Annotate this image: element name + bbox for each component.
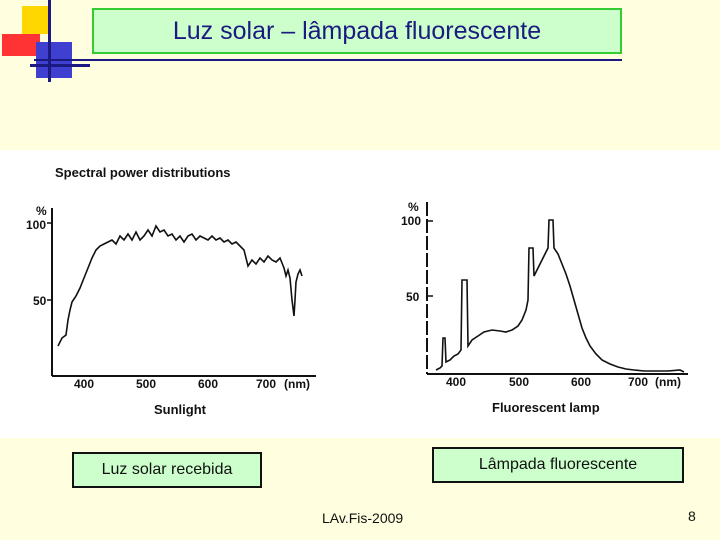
sunlight-y-unit: % bbox=[36, 204, 47, 218]
label-right-text: Lâmpada fluorescente bbox=[478, 456, 638, 473]
sunlight-y-tick-50: 50 bbox=[33, 294, 47, 308]
label-left-text: Luz solar recebida bbox=[101, 461, 233, 478]
fluorescent-y-unit: % bbox=[408, 200, 419, 214]
fluorescent-y-tick-50: 50 bbox=[406, 290, 420, 304]
title-underline bbox=[34, 59, 622, 61]
fluorescent-caption: Fluorescent lamp bbox=[492, 400, 600, 415]
sunlight-chart: % 100 50 400 500 600 700 (nm) Sunlight bbox=[26, 204, 316, 417]
title-box: Luz solar – lâmpada fluorescente bbox=[92, 8, 622, 54]
sunlight-curve bbox=[57, 224, 303, 347]
page-number: 8 bbox=[688, 508, 696, 524]
sunlight-y-tick-100: 100 bbox=[26, 218, 46, 232]
label-lampada-fluorescente: Lâmpada fluorescente bbox=[432, 447, 684, 483]
sunlight-x-tick-600: 600 bbox=[198, 377, 218, 391]
footer-center-text: LAv.Fis-2009 bbox=[322, 510, 404, 526]
fluorescent-x-tick-500: 500 bbox=[509, 375, 529, 389]
fluorescent-chart: % 100 50 400 500 600 700 (nm) Fluorescen… bbox=[401, 200, 688, 415]
fluorescent-x-tick-700: 700 bbox=[628, 375, 648, 389]
sunlight-x-tick-500: 500 bbox=[136, 377, 156, 391]
spectral-figure: Spectral power distributions % 100 50 40… bbox=[0, 150, 720, 438]
fluorescent-x-tick-400: 400 bbox=[446, 375, 466, 389]
corner-decoration bbox=[0, 0, 90, 90]
sunlight-caption: Sunlight bbox=[154, 402, 207, 417]
label-luz-solar-recebida: Luz solar recebida bbox=[72, 452, 262, 488]
figure-heading: Spectral power distributions bbox=[55, 165, 231, 180]
sunlight-x-unit: (nm) bbox=[284, 377, 310, 391]
fluorescent-x-tick-600: 600 bbox=[571, 375, 591, 389]
fluorescent-x-unit: (nm) bbox=[655, 375, 681, 389]
sunlight-x-tick-400: 400 bbox=[74, 377, 94, 391]
spectral-figure-svg: Spectral power distributions % 100 50 40… bbox=[26, 165, 688, 417]
fluorescent-curve bbox=[435, 219, 685, 373]
sunlight-x-tick-700: 700 bbox=[256, 377, 276, 391]
fluorescent-y-tick-100: 100 bbox=[401, 214, 421, 228]
slide-title: Luz solar – lâmpada fluorescente bbox=[172, 16, 542, 45]
